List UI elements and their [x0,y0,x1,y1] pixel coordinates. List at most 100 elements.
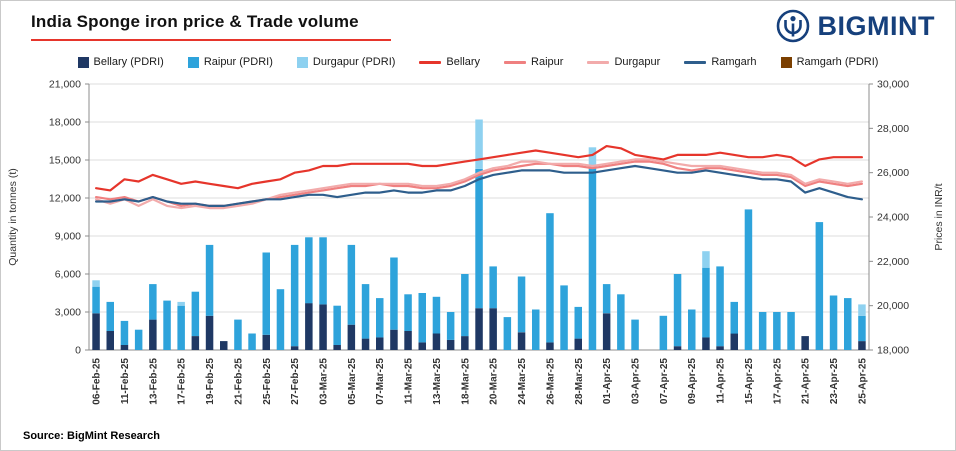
legend-item-ramgarh-pdri: Ramgarh (PDRI) [780,56,878,68]
x-axis-label: 18-Mar-25 [460,358,471,405]
bar-raipur-pdri [134,329,143,350]
bar-bellary-pdri [489,308,497,350]
bar-raipur-pdri [404,294,412,331]
bar-raipur-pdri [844,298,852,350]
x-axis-label: 21-Apr-25 [801,358,812,405]
bar-bellary-pdri [319,304,327,350]
bar-raipur-pdri [461,274,469,337]
bar-bellary-pdri [262,334,270,350]
left-axis-tick-label: 12,000 [49,193,81,205]
x-axis-label: 25-Feb-25 [262,358,273,405]
x-axis-label: 07-Apr-25 [659,358,670,405]
bar-swatch-durgapur-pdri [296,56,308,68]
left-axis-tick-label: 15,000 [49,155,81,167]
bar-raipur-pdri [262,252,270,335]
bar-raipur-pdri [688,309,696,350]
bar-raipur-pdri [191,291,200,336]
bar-bellary-pdri [517,332,526,350]
bar-raipur-pdri [673,274,682,347]
legend-label: Bellary [446,56,481,68]
bar-raipur-pdri [205,244,214,316]
x-axis-label: 17-Feb-25 [177,358,188,405]
bar-bellary-pdri [120,344,129,350]
left-axis-tick-label: 3,000 [55,307,81,319]
x-axis-label: 05-Mar-25 [347,358,358,405]
x-axis-label: 19-Feb-25 [205,358,216,405]
right-axis-title: Prices in INR/t [933,183,945,250]
bar-raipur-pdri [503,317,512,350]
right-axis-tick-label: 18,000 [877,345,909,357]
bar-bellary-pdri [801,336,809,350]
bar-bellary-pdri [602,313,611,350]
bar-raipur-pdri [858,315,866,342]
bar-raipur-pdri [702,267,710,338]
line-bellary [94,144,864,192]
bar-raipur-pdri [532,309,540,350]
bar-raipur-pdri [829,295,838,350]
bar-raipur-pdri [560,285,568,350]
legend: Bellary (PDRI) Raipur (PDRI) Durgapur (PDR… [1,56,955,68]
bar-bellary-pdri [149,319,157,350]
bar-raipur-pdri [659,315,668,350]
right-axis-tick-label: 26,000 [877,167,909,179]
legend-item-raipur: Raipur [504,56,563,68]
bar-bellary-pdri [333,344,341,350]
bar-durgapur-pdri [92,280,100,287]
x-axis-label: 24-Mar-25 [517,358,528,405]
bar-bellary-pdri [461,336,469,350]
source-note: Source: BigMint Research [23,430,160,442]
x-axis-label: 23-Apr-25 [829,358,840,405]
bar-raipur-pdri [418,293,426,343]
right-axis-tick-label: 30,000 [877,79,909,91]
bar-swatch-bellary-pdri [77,56,89,68]
bar-durgapur-pdri [475,119,483,169]
bar-bellary-pdri [347,324,356,350]
bar-raipur-pdri [617,294,625,350]
legend-item-bellary-pdri: Bellary (PDRI) [77,56,164,68]
bar-raipur-pdri [319,237,327,305]
bar-swatch-ramgarh-pdri [780,56,792,68]
legend-label: Durgapur [614,56,661,68]
bar-raipur-pdri [290,244,299,347]
line-ramgarh [94,164,864,207]
bar-bellary-pdri [432,333,441,350]
x-axis-label: 28-Mar-25 [574,358,585,405]
bar-raipur-pdri [248,333,256,350]
x-axis-label: 01-Apr-25 [602,358,613,405]
bar-bellary-pdri [290,346,299,350]
left-axis-title: Quantity in tonnes (t) [7,168,19,265]
line-swatch-bellary [419,60,442,64]
bar-swatch-raipur-pdri [187,56,199,68]
x-axis-label: 07-Mar-25 [375,358,386,405]
bar-durgapur-pdri [588,147,597,165]
bar-raipur-pdri [376,298,384,338]
bar-raipur-pdri [758,312,767,350]
page-title: India Sponge iron price & Trade volume [31,12,359,31]
brand-name: BIGMINT [817,10,935,41]
legend-label: Durgapur (PDRI) [312,56,396,68]
right-axis-tick-label: 24,000 [877,212,909,224]
x-axis-label: 20-Mar-25 [489,358,500,405]
bar-durgapur-pdri [858,304,866,316]
x-axis-label: 27-Feb-25 [290,358,301,405]
bar-raipur-pdri [163,300,171,350]
bar-bellary-pdri [92,313,100,350]
bar-bellary-pdri [574,338,582,350]
price-volume-chart: 0 3,000 6,000 9,000 12,000 15,000 18,000 21,000… [7,79,945,405]
bar-raipur-pdri [730,301,738,334]
bar-raipur-pdri [347,244,356,325]
bar-raipur-pdri [92,286,100,314]
brand-logo: BIGMINT [775,8,936,44]
x-axis-label: 13-Feb-25 [148,358,159,405]
x-axis-label: 06-Feb-25 [92,358,103,405]
legend-item-raipur-pdri: Raipur (PDRI) [187,56,273,68]
bar-raipur-pdri [744,209,753,350]
bar-raipur-pdri [773,312,781,350]
x-axis-label: 17-Apr-25 [772,358,783,405]
line-durgapur [94,158,864,210]
x-axis-label: 26-Mar-25 [545,358,556,405]
bar-raipur-pdri [546,213,554,343]
line-swatch-raipur [504,60,527,64]
x-axis-label: 21-Feb-25 [233,358,244,405]
bar-raipur-pdri [489,266,497,309]
